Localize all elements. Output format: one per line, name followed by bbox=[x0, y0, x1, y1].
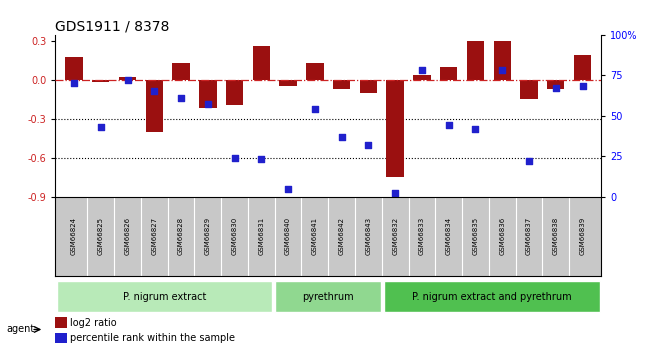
Point bbox=[337, 134, 347, 139]
Text: pyrethrum: pyrethrum bbox=[302, 292, 354, 302]
Point bbox=[443, 122, 454, 128]
Text: GSM66832: GSM66832 bbox=[392, 217, 398, 255]
Bar bbox=[65, 57, 83, 80]
Bar bbox=[440, 67, 458, 80]
Point bbox=[551, 85, 561, 91]
Point bbox=[309, 106, 320, 112]
Text: GSM66838: GSM66838 bbox=[552, 217, 559, 255]
Bar bbox=[547, 80, 564, 89]
Text: GSM66825: GSM66825 bbox=[98, 217, 104, 255]
Text: GSM66839: GSM66839 bbox=[580, 217, 586, 255]
Text: GSM66830: GSM66830 bbox=[231, 217, 237, 255]
Bar bbox=[226, 80, 243, 105]
Text: GSM66835: GSM66835 bbox=[473, 217, 478, 255]
Point bbox=[229, 155, 240, 160]
Bar bbox=[384, 281, 600, 312]
Text: GSM66843: GSM66843 bbox=[365, 217, 371, 255]
Point bbox=[69, 80, 79, 86]
Point bbox=[203, 101, 213, 107]
Bar bbox=[359, 80, 377, 93]
Bar bbox=[280, 80, 297, 86]
Text: GSM66837: GSM66837 bbox=[526, 217, 532, 255]
Text: P. nigrum extract: P. nigrum extract bbox=[123, 292, 206, 302]
Point bbox=[390, 191, 400, 196]
Text: GSM66842: GSM66842 bbox=[339, 217, 345, 255]
Text: GSM66840: GSM66840 bbox=[285, 217, 291, 255]
Bar bbox=[413, 75, 431, 80]
Bar bbox=[253, 46, 270, 80]
Bar bbox=[146, 80, 163, 132]
Bar bbox=[55, 333, 67, 344]
Point bbox=[524, 158, 534, 164]
Text: agent: agent bbox=[6, 325, 34, 334]
Point bbox=[176, 95, 187, 100]
Bar bbox=[467, 41, 484, 80]
Point bbox=[417, 67, 427, 73]
Bar bbox=[493, 41, 511, 80]
Point bbox=[577, 83, 588, 89]
Bar bbox=[387, 80, 404, 177]
Point bbox=[470, 126, 480, 131]
Bar bbox=[119, 77, 136, 80]
Point bbox=[149, 89, 159, 94]
Bar bbox=[574, 55, 592, 80]
Text: percentile rank within the sample: percentile rank within the sample bbox=[70, 333, 235, 343]
Point bbox=[256, 157, 266, 162]
Text: GSM66827: GSM66827 bbox=[151, 217, 157, 255]
Bar bbox=[172, 63, 190, 80]
Bar bbox=[333, 80, 350, 89]
Text: GSM66828: GSM66828 bbox=[178, 217, 184, 255]
Text: GSM66826: GSM66826 bbox=[125, 217, 131, 255]
Text: P. nigrum extract and pyrethrum: P. nigrum extract and pyrethrum bbox=[412, 292, 572, 302]
Text: GSM66833: GSM66833 bbox=[419, 217, 425, 255]
Text: GSM66836: GSM66836 bbox=[499, 217, 505, 255]
Bar bbox=[275, 281, 382, 312]
Bar bbox=[92, 80, 109, 82]
Point bbox=[122, 77, 133, 83]
Point bbox=[283, 186, 293, 191]
Bar bbox=[306, 63, 324, 80]
Bar bbox=[57, 281, 272, 312]
Text: GSM66834: GSM66834 bbox=[446, 217, 452, 255]
Text: GSM66829: GSM66829 bbox=[205, 217, 211, 255]
Point bbox=[363, 142, 374, 148]
Bar bbox=[520, 80, 538, 99]
Text: GSM66831: GSM66831 bbox=[258, 217, 265, 255]
Text: GSM66824: GSM66824 bbox=[71, 217, 77, 255]
Text: GSM66841: GSM66841 bbox=[312, 217, 318, 255]
Point bbox=[96, 124, 106, 130]
Bar bbox=[55, 317, 67, 328]
Text: log2 ratio: log2 ratio bbox=[70, 318, 116, 328]
Point bbox=[497, 67, 508, 73]
Bar bbox=[199, 80, 216, 108]
Text: GDS1911 / 8378: GDS1911 / 8378 bbox=[55, 19, 170, 33]
